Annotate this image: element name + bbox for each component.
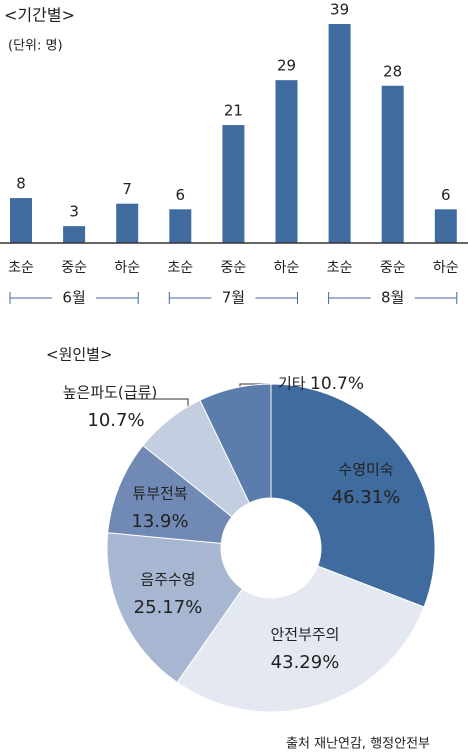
source: 출처 재난연감, 행정안전부 xyxy=(286,736,430,752)
slice xyxy=(106,532,244,684)
group-label: 7월 xyxy=(222,289,245,307)
bar xyxy=(222,125,245,243)
slice-label: 음주수영 xyxy=(140,571,195,589)
value-label: 39 xyxy=(330,1,349,19)
value-label: 28 xyxy=(383,62,402,80)
value-label: 29 xyxy=(277,57,296,75)
group-label: 8월 xyxy=(381,289,404,307)
slice-value: 25.17% xyxy=(134,597,203,618)
value-label: 6 xyxy=(441,186,451,204)
bar xyxy=(275,80,298,244)
value-label: 7 xyxy=(122,180,132,198)
bar xyxy=(169,209,192,243)
bar xyxy=(381,85,404,244)
bar-title: <기간별> xyxy=(4,6,75,25)
x-tick-label: 초순 xyxy=(167,260,193,276)
bar-subtitle: (단위: 명) xyxy=(8,39,63,54)
x-tick-label: 중순 xyxy=(380,260,406,276)
slice-label: 수영미숙 xyxy=(338,461,393,479)
x-tick-label: 중순 xyxy=(221,260,247,276)
slice xyxy=(270,383,436,608)
bar xyxy=(63,226,86,243)
slice xyxy=(176,565,425,713)
slice-value: 10.7% xyxy=(310,374,364,394)
x-tick-label: 초순 xyxy=(327,260,353,276)
value-label: 6 xyxy=(176,186,186,204)
bar xyxy=(328,24,351,243)
x-tick-label: 중순 xyxy=(61,260,87,276)
slice-value: 10.7% xyxy=(87,410,144,431)
x-tick-label: 하순 xyxy=(433,260,459,276)
slice-label: 기타 xyxy=(278,375,306,393)
group-label: 6월 xyxy=(62,289,85,307)
bar xyxy=(434,209,457,243)
slice xyxy=(199,383,272,504)
x-tick-label: 하순 xyxy=(114,260,140,276)
slice-value: 13.9% xyxy=(131,511,188,532)
slice-value: 43.29% xyxy=(271,652,340,673)
donut-title: <원인별> xyxy=(46,346,113,364)
slice-label: 튜부전복 xyxy=(132,485,187,503)
slice-value: 46.31% xyxy=(332,487,401,508)
value-label: 3 xyxy=(69,203,79,221)
slice-label: 높은파도(급류) xyxy=(63,384,158,402)
bar xyxy=(116,203,139,243)
bar xyxy=(10,198,32,243)
value-label: 8 xyxy=(16,175,26,193)
x-tick-label: 하순 xyxy=(274,260,300,276)
value-label: 21 xyxy=(224,102,243,120)
slice-label: 안전부주의 xyxy=(270,626,339,644)
x-tick-label: 초순 xyxy=(8,260,34,276)
